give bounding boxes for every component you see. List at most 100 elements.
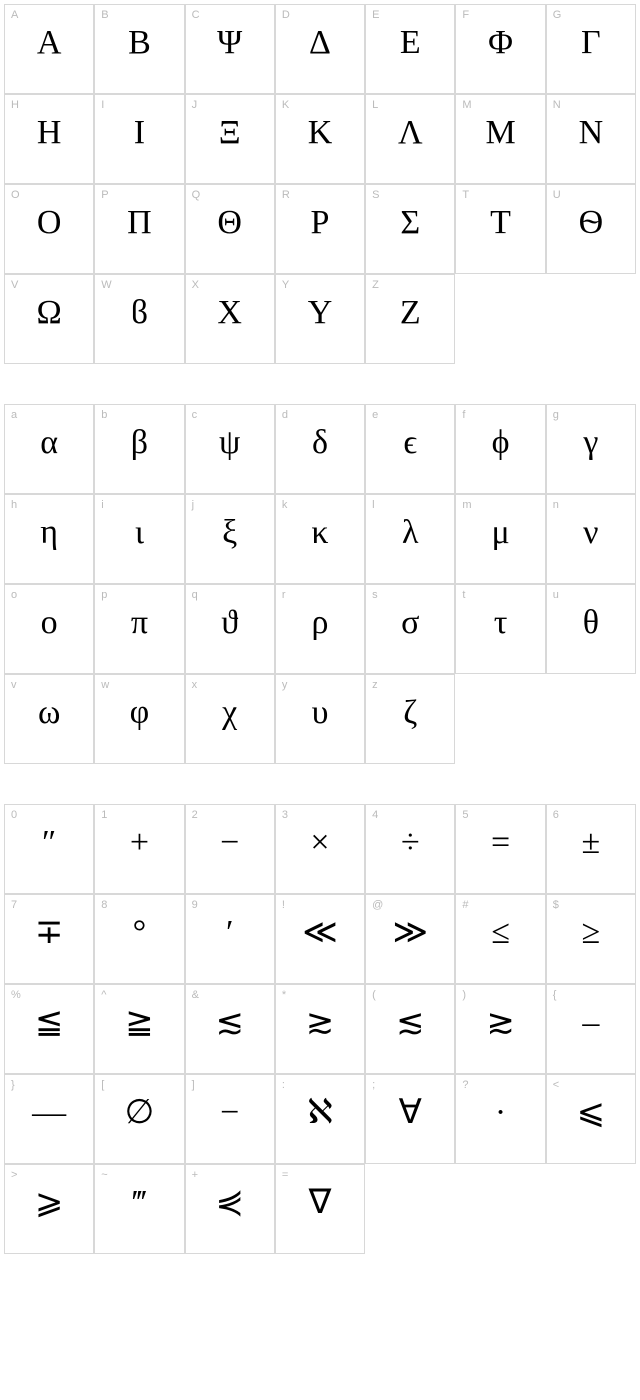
- glyph-cell[interactable]: YΥ: [275, 274, 365, 364]
- glyph-cell[interactable]: FΦ: [455, 4, 545, 94]
- glyph-cell[interactable]: dδ: [275, 404, 365, 494]
- glyph-cell[interactable]: fϕ: [455, 404, 545, 494]
- glyph-cell[interactable]: =∇: [275, 1164, 365, 1254]
- glyph-character: θ: [583, 606, 599, 640]
- glyph-cell[interactable]: NΝ: [546, 94, 636, 184]
- glyph-cell[interactable]: MΜ: [455, 94, 545, 184]
- glyph-cell[interactable]: :ℵ: [275, 1074, 365, 1164]
- glyph-cell[interactable]: 1+: [94, 804, 184, 894]
- glyph-cell[interactable]: ]−: [185, 1074, 275, 1164]
- glyph-character: ≲: [215, 1006, 244, 1040]
- glyph-cell[interactable]: #≤: [455, 894, 545, 984]
- character-grid: 0″1+2−3×4÷5=6± 7∓8°9′!≪@≫#≤$≥ %≦^≧&≲*≳(≲)≳…: [4, 804, 636, 1254]
- glyph-cell[interactable]: kκ: [275, 494, 365, 584]
- glyph-cell[interactable]: HΗ: [4, 94, 94, 184]
- glyph-cell[interactable]: gγ: [546, 404, 636, 494]
- glyph-cell[interactable]: hη: [4, 494, 94, 584]
- glyph-cell[interactable]: OΟ: [4, 184, 94, 274]
- glyph-cell[interactable]: pπ: [94, 584, 184, 674]
- glyph-cell[interactable]: ZΖ: [365, 274, 455, 364]
- glyph-character: Ψ: [217, 26, 242, 60]
- glyph-cell[interactable]: [∅: [94, 1074, 184, 1164]
- glyph-cell[interactable]: DΔ: [275, 4, 365, 94]
- glyph-cell[interactable]: KΚ: [275, 94, 365, 184]
- glyph-cell[interactable]: eϵ: [365, 404, 455, 494]
- glyph-cell[interactable]: PΠ: [94, 184, 184, 274]
- glyph-cell[interactable]: cψ: [185, 404, 275, 494]
- glyph-cell[interactable]: 5=: [455, 804, 545, 894]
- glyph-cell[interactable]: 6±: [546, 804, 636, 894]
- glyph-cell[interactable]: %≦: [4, 984, 94, 1074]
- glyph-cell[interactable]: zζ: [365, 674, 455, 764]
- glyph-cell[interactable]: sσ: [365, 584, 455, 674]
- glyph-key-label: b: [101, 409, 107, 421]
- glyph-cell[interactable]: bβ: [94, 404, 184, 494]
- glyph-cell[interactable]: VΩ: [4, 274, 94, 364]
- glyph-cell[interactable]: vω: [4, 674, 94, 764]
- glyph-cell[interactable]: (≲: [365, 984, 455, 1074]
- glyph-cell[interactable]: 3×: [275, 804, 365, 894]
- glyph-character: Ρ: [311, 206, 330, 240]
- glyph-cell[interactable]: 9′: [185, 894, 275, 984]
- glyph-cell[interactable]: ;∀: [365, 1074, 455, 1164]
- glyph-character: Ω: [37, 296, 62, 330]
- glyph-cell[interactable]: 0″: [4, 804, 94, 894]
- glyph-cell[interactable]: RΡ: [275, 184, 365, 274]
- glyph-cell[interactable]: xχ: [185, 674, 275, 764]
- glyph-cell[interactable]: AΑ: [4, 4, 94, 94]
- glyph-cell[interactable]: jξ: [185, 494, 275, 584]
- glyph-cell[interactable]: TΤ: [455, 184, 545, 274]
- glyph-cell[interactable]: +⋞: [185, 1164, 275, 1254]
- glyph-character: Β: [128, 26, 151, 60]
- glyph-key-label: F: [462, 9, 469, 21]
- glyph-cell[interactable]: 8°: [94, 894, 184, 984]
- glyph-cell[interactable]: qϑ: [185, 584, 275, 674]
- glyph-cell[interactable]: QΘ: [185, 184, 275, 274]
- character-map-section-symbols: 0″1+2−3×4÷5=6± 7∓8°9′!≪@≫#≤$≥ %≦^≧&≲*≳(≲)≳…: [4, 804, 636, 1254]
- glyph-cell[interactable]: iι: [94, 494, 184, 584]
- glyph-cell[interactable]: oο: [4, 584, 94, 674]
- glyph-cell[interactable]: $≥: [546, 894, 636, 984]
- glyph-cell[interactable]: !≪: [275, 894, 365, 984]
- glyph-cell[interactable]: mμ: [455, 494, 545, 584]
- glyph-cell[interactable]: lλ: [365, 494, 455, 584]
- glyph-cell[interactable]: UѲ: [546, 184, 636, 274]
- glyph-cell[interactable]: }—: [4, 1074, 94, 1164]
- glyph-cell[interactable]: tτ: [455, 584, 545, 674]
- glyph-cell[interactable]: rρ: [275, 584, 365, 674]
- glyph-cell[interactable]: CΨ: [185, 4, 275, 94]
- glyph-cell[interactable]: Wϐ: [94, 274, 184, 364]
- glyph-key-label: }: [11, 1079, 15, 1091]
- glyph-cell[interactable]: uθ: [546, 584, 636, 674]
- glyph-cell[interactable]: ^≧: [94, 984, 184, 1074]
- glyph-cell[interactable]: XΧ: [185, 274, 275, 364]
- glyph-cell[interactable]: GΓ: [546, 4, 636, 94]
- glyph-cell[interactable]: 2−: [185, 804, 275, 894]
- glyph-cell[interactable]: >⩾: [4, 1164, 94, 1254]
- glyph-cell[interactable]: *≳: [275, 984, 365, 1074]
- glyph-character: Π: [127, 206, 152, 240]
- glyph-key-label: ^: [101, 989, 106, 1001]
- glyph-cell[interactable]: &≲: [185, 984, 275, 1074]
- glyph-cell[interactable]: LΛ: [365, 94, 455, 184]
- glyph-cell[interactable]: SΣ: [365, 184, 455, 274]
- glyph-character: ′: [226, 916, 233, 950]
- glyph-cell[interactable]: <⩽: [546, 1074, 636, 1164]
- glyph-cell[interactable]: )≳: [455, 984, 545, 1074]
- glyph-cell[interactable]: ?·: [455, 1074, 545, 1164]
- glyph-character: ϵ: [403, 426, 417, 460]
- glyph-cell[interactable]: JΞ: [185, 94, 275, 184]
- glyph-cell[interactable]: {–: [546, 984, 636, 1074]
- glyph-cell[interactable]: IΙ: [94, 94, 184, 184]
- glyph-cell[interactable]: wφ: [94, 674, 184, 764]
- glyph-cell[interactable]: nν: [546, 494, 636, 584]
- glyph-cell[interactable]: aα: [4, 404, 94, 494]
- glyph-cell[interactable]: 4÷: [365, 804, 455, 894]
- glyph-cell[interactable]: EΕ: [365, 4, 455, 94]
- glyph-cell[interactable]: 7∓: [4, 894, 94, 984]
- glyph-cell[interactable]: BΒ: [94, 4, 184, 94]
- glyph-cell[interactable]: @≫: [365, 894, 455, 984]
- glyph-cell[interactable]: ~‴: [94, 1164, 184, 1254]
- glyph-cell[interactable]: yυ: [275, 674, 365, 764]
- glyph-key-label: D: [282, 9, 290, 21]
